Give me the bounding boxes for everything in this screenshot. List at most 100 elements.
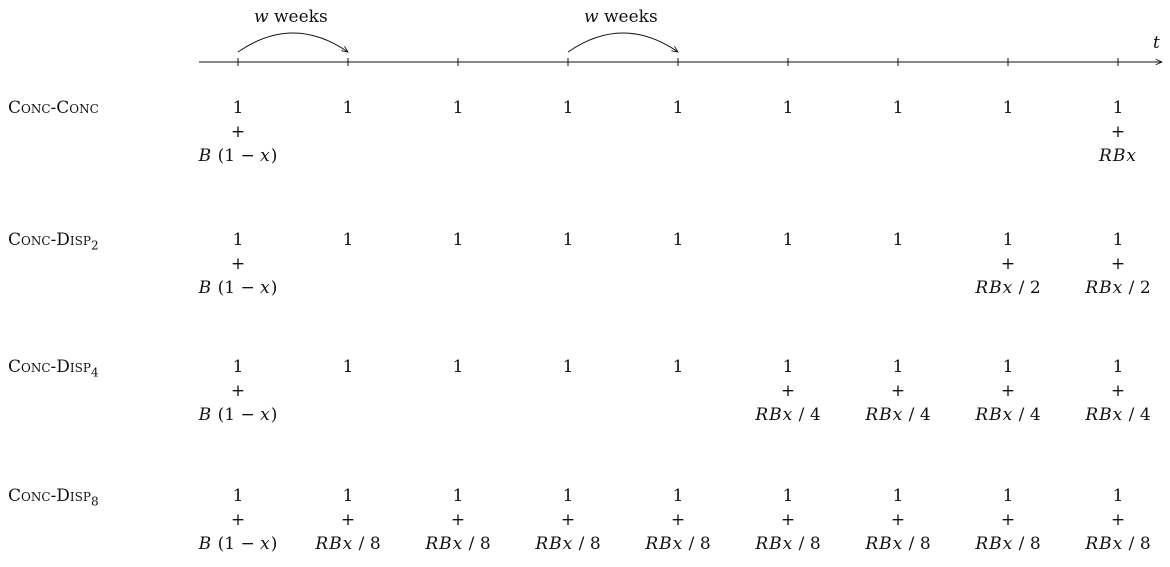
extra-payment-term: RBx / 4 [975, 405, 1041, 425]
unit-payment: 1 [672, 357, 684, 377]
row-label-subscript: 8 [90, 494, 99, 509]
extra-payment-term: RBx / 8 [535, 534, 601, 554]
payment-cell: 1 + RBx / 8 [1063, 484, 1170, 556]
unit-payment: 1 [562, 230, 574, 250]
payment-cell: 1 + RBx / 2 [953, 228, 1063, 300]
payment-cell: 1 [403, 228, 513, 252]
unit-payment: 1 [562, 486, 574, 506]
plus-sign: + [230, 254, 246, 274]
plus-sign: + [450, 510, 466, 530]
interval-unit: weeks [273, 7, 328, 27]
extra-payment-term: RBx / 8 [755, 534, 821, 554]
row-label-main: Conc-Disp [8, 357, 91, 377]
extra-payment-term: RBx / 2 [975, 278, 1041, 298]
plus-sign: + [230, 122, 246, 142]
unit-payment: 1 [232, 230, 244, 250]
plus-sign: + [1110, 122, 1126, 142]
plus-sign: + [1110, 381, 1126, 401]
payment-cell: 1 [623, 355, 733, 379]
unit-payment: 1 [452, 357, 464, 377]
extra-payment-term: RBx / 4 [755, 405, 821, 425]
payment-cell: 1 [843, 96, 953, 120]
axis-label-t: t [1153, 33, 1160, 53]
interval-arc-2 [567, 32, 678, 52]
payment-cell: 1 [843, 228, 953, 252]
payment-cell: 1 [403, 96, 513, 120]
unit-payment: 1 [1112, 357, 1124, 377]
unit-payment: 1 [782, 486, 794, 506]
payment-cell: 1 [623, 96, 733, 120]
payment-cell: 1 [513, 228, 623, 252]
unit-payment: 1 [1002, 486, 1014, 506]
interval-label-2: w weeks [584, 7, 658, 27]
row-label-main: Conc-Disp [8, 230, 91, 250]
plus-sign: + [230, 381, 246, 401]
extra-payment-term: RBx / 8 [425, 534, 491, 554]
row-label: Conc-Disp8 [8, 486, 99, 508]
payment-cell: 1 + B (1 − x) [183, 355, 293, 427]
extra-payment-term: RBx / 8 [975, 534, 1041, 554]
row-label: Conc-Conc [8, 98, 99, 118]
unit-payment: 1 [672, 486, 684, 506]
payment-cell: 1 + RBx / 4 [843, 355, 953, 427]
extra-payment-term: RBx / 8 [1085, 534, 1151, 554]
payment-cell: 1 [733, 96, 843, 120]
payment-cell: 1 + RBx / 2 [1063, 228, 1170, 300]
payment-cell: 1 [293, 228, 403, 252]
row-label: Conc-Disp2 [8, 230, 99, 252]
interval-label-1: w weeks [254, 7, 328, 27]
unit-payment: 1 [1002, 230, 1014, 250]
row-label-subscript: 4 [90, 365, 99, 380]
payment-cell: 1 + B (1 − x) [183, 228, 293, 300]
payment-cell: 1 + RBx / 8 [403, 484, 513, 556]
unit-payment: 1 [1002, 98, 1014, 118]
interval-variable: w [584, 7, 599, 27]
payment-cell: 1 [513, 96, 623, 120]
plus-sign: + [560, 510, 576, 530]
payment-cell: 1 [623, 228, 733, 252]
row-label-main: Conc-Conc [8, 98, 99, 118]
unit-payment: 1 [232, 98, 244, 118]
plus-sign: + [340, 510, 356, 530]
payment-cell: 1 + RBx / 8 [733, 484, 843, 556]
unit-payment: 1 [342, 357, 354, 377]
plus-sign: + [780, 381, 796, 401]
interval-arc-1 [237, 32, 348, 52]
plus-sign: + [1000, 254, 1016, 274]
payment-cell: 1 + B (1 − x) [183, 96, 293, 168]
extra-payment-term: RBx [1099, 146, 1137, 166]
payment-cell: 1 + RBx [1063, 96, 1170, 168]
extra-payment-term: B (1 − x) [198, 278, 278, 298]
payment-cell: 1 [403, 355, 513, 379]
plus-sign: + [1110, 254, 1126, 274]
unit-payment: 1 [672, 98, 684, 118]
plus-sign: + [230, 510, 246, 530]
unit-payment: 1 [452, 98, 464, 118]
unit-payment: 1 [232, 486, 244, 506]
extra-payment-term: B (1 − x) [198, 405, 278, 425]
payment-cell: 1 + RBx / 4 [733, 355, 843, 427]
unit-payment: 1 [342, 230, 354, 250]
payment-cell: 1 + RBx / 8 [623, 484, 733, 556]
unit-payment: 1 [342, 98, 354, 118]
unit-payment: 1 [452, 230, 464, 250]
unit-payment: 1 [1112, 486, 1124, 506]
unit-payment: 1 [562, 98, 574, 118]
row-label-subscript: 2 [90, 238, 99, 253]
plus-sign: + [1000, 510, 1016, 530]
unit-payment: 1 [782, 230, 794, 250]
unit-payment: 1 [232, 357, 244, 377]
unit-payment: 1 [452, 486, 464, 506]
payment-cell: 1 + B (1 − x) [183, 484, 293, 556]
unit-payment: 1 [1112, 98, 1124, 118]
plus-sign: + [780, 510, 796, 530]
unit-payment: 1 [342, 486, 354, 506]
extra-payment-term: RBx / 2 [1085, 278, 1151, 298]
unit-payment: 1 [1002, 357, 1014, 377]
payment-cell: 1 + RBx / 4 [953, 355, 1063, 427]
payment-cell: 1 [293, 96, 403, 120]
unit-payment: 1 [672, 230, 684, 250]
plus-sign: + [890, 510, 906, 530]
plus-sign: + [670, 510, 686, 530]
